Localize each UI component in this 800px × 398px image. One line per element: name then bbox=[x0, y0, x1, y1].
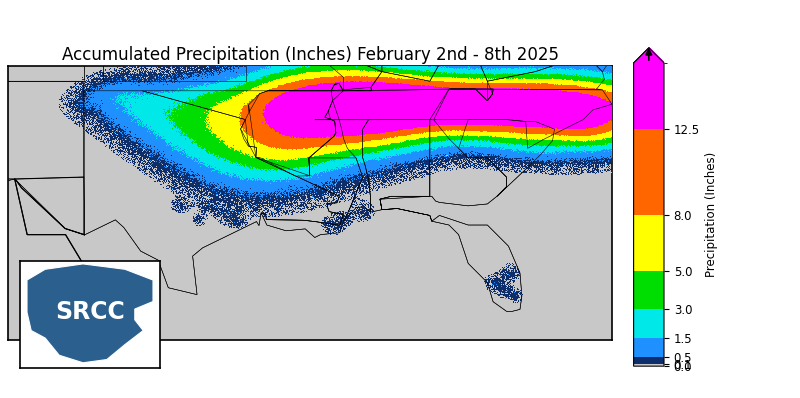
Polygon shape bbox=[0, 0, 66, 4]
Polygon shape bbox=[296, 0, 382, 72]
Polygon shape bbox=[66, 4, 246, 24]
Polygon shape bbox=[246, 0, 324, 29]
Polygon shape bbox=[606, 29, 622, 53]
Polygon shape bbox=[314, 84, 493, 120]
Polygon shape bbox=[0, 4, 84, 81]
Polygon shape bbox=[246, 12, 382, 91]
Polygon shape bbox=[476, 24, 570, 81]
Polygon shape bbox=[516, 0, 620, 37]
Polygon shape bbox=[382, 0, 449, 81]
Polygon shape bbox=[14, 91, 343, 295]
Polygon shape bbox=[142, 84, 343, 158]
Polygon shape bbox=[246, 0, 324, 29]
Title: Accumulated Precipitation (Inches) February 2nd - 8th 2025: Accumulated Precipitation (Inches) Febru… bbox=[62, 46, 558, 64]
PathPatch shape bbox=[634, 48, 664, 63]
Polygon shape bbox=[249, 84, 343, 176]
Polygon shape bbox=[434, 89, 612, 148]
Polygon shape bbox=[458, 119, 554, 196]
Polygon shape bbox=[430, 119, 506, 206]
Polygon shape bbox=[103, 24, 246, 81]
Y-axis label: Precipitation (Inches): Precipitation (Inches) bbox=[706, 152, 718, 277]
Polygon shape bbox=[309, 119, 370, 221]
Polygon shape bbox=[0, 81, 85, 235]
Polygon shape bbox=[343, 47, 493, 101]
Polygon shape bbox=[434, 0, 526, 55]
Polygon shape bbox=[564, 27, 616, 72]
Text: SRCC: SRCC bbox=[55, 300, 125, 324]
Polygon shape bbox=[27, 264, 153, 363]
Polygon shape bbox=[380, 196, 522, 311]
Polygon shape bbox=[256, 101, 362, 238]
Polygon shape bbox=[362, 120, 430, 212]
Polygon shape bbox=[449, 53, 604, 101]
Polygon shape bbox=[0, 177, 391, 398]
